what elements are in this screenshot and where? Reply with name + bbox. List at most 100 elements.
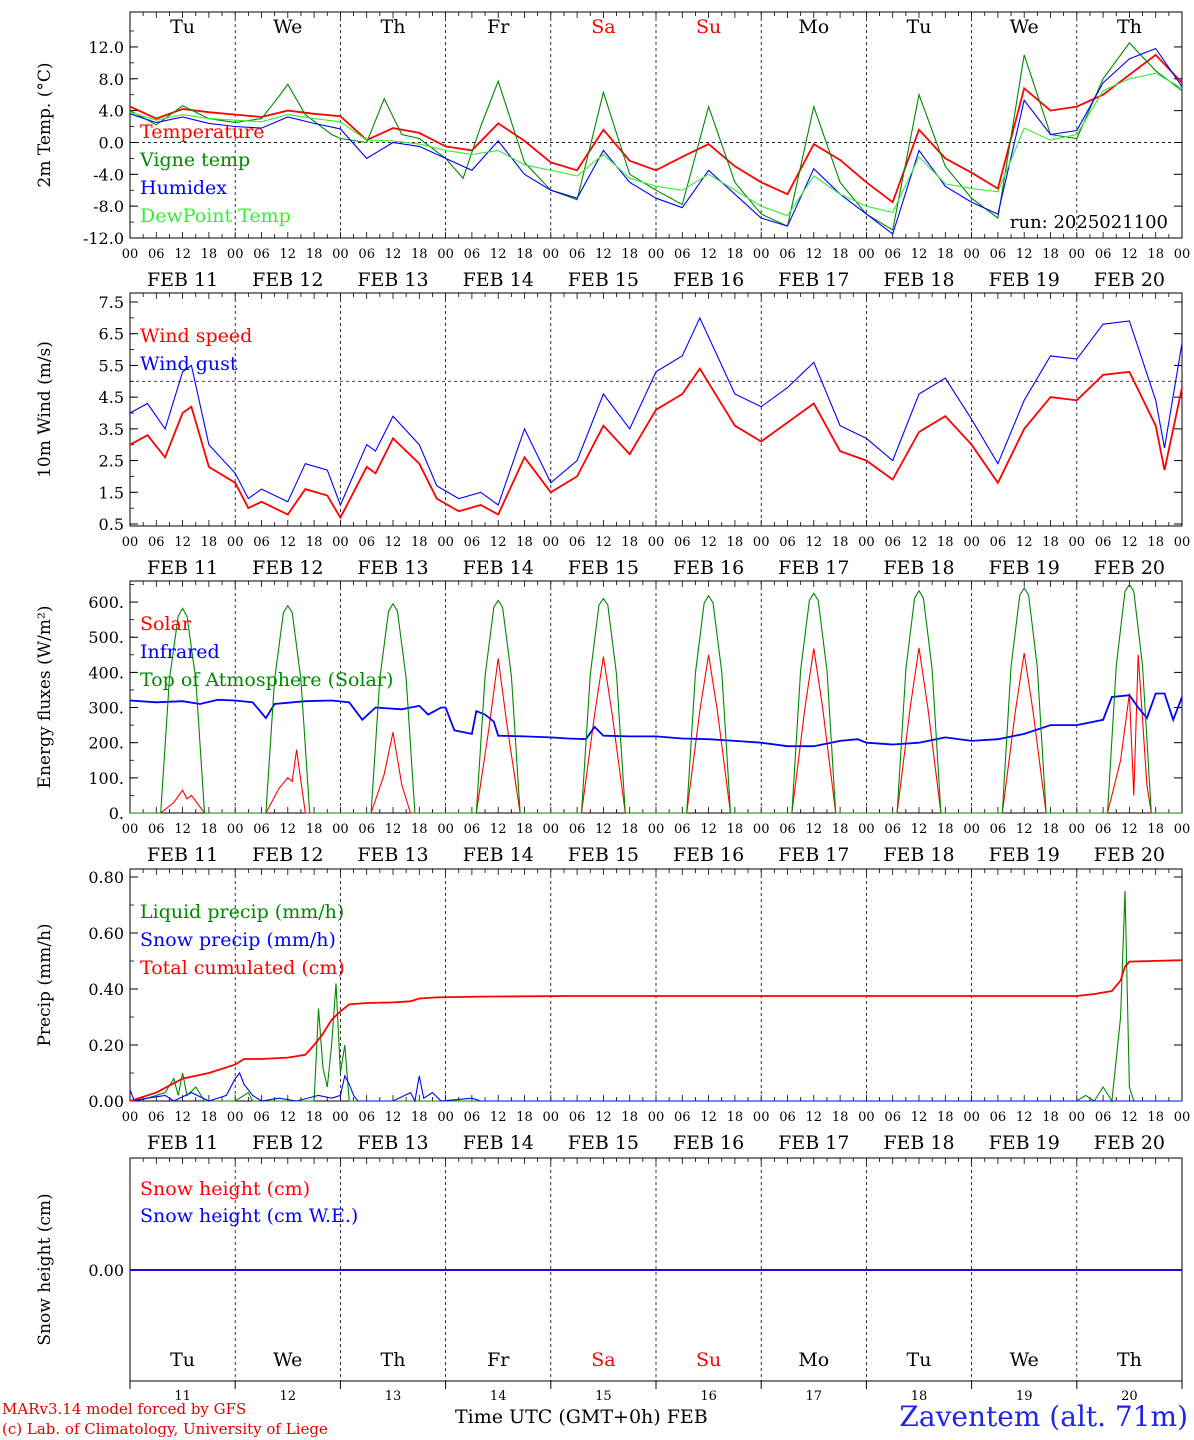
date-label: FEB 17 xyxy=(778,269,849,291)
day-number-label: 18 xyxy=(911,1389,928,1404)
hour-tick-label: 06 xyxy=(884,1110,901,1125)
hour-tick-label: 12 xyxy=(1016,1110,1033,1125)
hour-tick-label: 00 xyxy=(543,247,560,262)
hour-tick-label: 00 xyxy=(753,822,770,837)
series-line-wind-gust xyxy=(129,316,1183,507)
legend-label: Solar xyxy=(140,613,192,635)
hour-tick-label: 00 xyxy=(332,822,349,837)
date-label: FEB 13 xyxy=(357,844,428,866)
y-tick-label: 200. xyxy=(88,734,124,753)
hour-tick-label: 06 xyxy=(464,247,481,262)
legend-label: Snow height (cm) xyxy=(140,1178,310,1200)
hour-tick-label: 00 xyxy=(1174,535,1191,550)
hour-tick-label: 12 xyxy=(385,535,402,550)
hour-tick-label: 00 xyxy=(122,535,139,550)
hour-tick-label: 18 xyxy=(937,247,954,262)
hour-tick-label: 06 xyxy=(253,1110,270,1125)
day-of-week-label: Fr xyxy=(487,1349,510,1371)
hour-tick-label: 00 xyxy=(227,1110,244,1125)
y-tick-label: 0.00 xyxy=(88,1261,124,1280)
month-label: FEB xyxy=(666,1406,708,1428)
hour-tick-label: 18 xyxy=(516,822,533,837)
date-label: FEB 20 xyxy=(1094,557,1165,579)
date-label: FEB 16 xyxy=(673,269,744,291)
hour-tick-label: 06 xyxy=(990,822,1007,837)
hour-tick-label: 06 xyxy=(569,535,586,550)
series-line-infrared xyxy=(129,692,1183,748)
hour-tick-label: 12 xyxy=(280,535,297,550)
hour-tick-label: 06 xyxy=(779,1110,796,1125)
hour-tick-label: 12 xyxy=(911,535,928,550)
date-label: FEB 19 xyxy=(989,557,1060,579)
y-tick-label: 8.0 xyxy=(99,70,124,89)
hour-tick-label: 06 xyxy=(253,247,270,262)
hour-tick-label: 00 xyxy=(122,247,139,262)
hour-tick-label: 18 xyxy=(937,822,954,837)
hour-tick-label: 00 xyxy=(1069,822,1086,837)
hour-tick-label: 18 xyxy=(411,247,428,262)
run-label: run: 2025021100 xyxy=(1010,212,1168,233)
hour-tick-label: 00 xyxy=(648,822,665,837)
day-of-week-label: Th xyxy=(381,1349,406,1371)
day-number-label: 13 xyxy=(385,1389,402,1404)
date-label: FEB 12 xyxy=(252,844,323,866)
hour-tick-label: 00 xyxy=(227,247,244,262)
hour-tick-label: 12 xyxy=(385,1110,402,1125)
day-of-week-label: Su xyxy=(696,16,721,38)
hour-tick-label: 00 xyxy=(648,535,665,550)
series-line-temperature xyxy=(129,53,1183,204)
hour-tick-label: 12 xyxy=(806,535,823,550)
date-label: FEB 13 xyxy=(357,1132,428,1154)
legend-label: Snow precip (mm/h) xyxy=(140,929,336,951)
hour-tick-label: 12 xyxy=(595,535,612,550)
hour-tick-label: 00 xyxy=(437,1110,454,1125)
hour-tick-label: 18 xyxy=(411,822,428,837)
legend-label: Total cumulated (cm) xyxy=(140,957,345,979)
hour-tick-label: 18 xyxy=(1147,822,1164,837)
hour-tick-label: 06 xyxy=(1095,822,1112,837)
hour-tick-label: 00 xyxy=(963,535,980,550)
hour-tick-label: 18 xyxy=(937,1110,954,1125)
y-tick-label: 6.5 xyxy=(99,325,124,344)
day-of-week-label: Tu xyxy=(907,16,932,38)
hour-tick-label: 18 xyxy=(411,535,428,550)
hour-tick-label: 06 xyxy=(1095,247,1112,262)
day-of-week-label: We xyxy=(1010,1349,1039,1371)
hour-tick-label: 18 xyxy=(1147,535,1164,550)
hour-tick-label: 06 xyxy=(148,247,165,262)
credit-line-2: (c) Lab. of Climatology, University of L… xyxy=(2,1420,328,1438)
hour-tick-label: 18 xyxy=(727,822,744,837)
legend-label: Infrared xyxy=(140,641,220,663)
hour-tick-label: 06 xyxy=(779,822,796,837)
date-label: FEB 14 xyxy=(463,1132,534,1154)
hour-tick-label: 00 xyxy=(332,1110,349,1125)
hour-tick-label: 06 xyxy=(990,1110,1007,1125)
series-line-wind-speed xyxy=(129,366,1183,520)
hour-tick-label: 00 xyxy=(332,247,349,262)
hour-tick-label: 18 xyxy=(516,535,533,550)
hour-tick-label: 06 xyxy=(148,822,165,837)
legend-label: Temperature xyxy=(140,121,264,143)
hour-tick-label: 00 xyxy=(437,535,454,550)
hour-tick-label: 06 xyxy=(674,822,691,837)
date-label: FEB 18 xyxy=(883,1132,954,1154)
hour-tick-label: 12 xyxy=(280,822,297,837)
hour-tick-label: 18 xyxy=(306,535,323,550)
hour-tick-label: 12 xyxy=(280,1110,297,1125)
date-label: FEB 12 xyxy=(252,557,323,579)
date-label: FEB 17 xyxy=(778,557,849,579)
y-tick-label: 400. xyxy=(88,663,124,682)
hour-tick-label: 06 xyxy=(253,822,270,837)
date-label: FEB 11 xyxy=(147,557,218,579)
day-of-week-label: Sa xyxy=(591,16,615,38)
date-label: FEB 13 xyxy=(357,269,428,291)
date-label: FEB 18 xyxy=(883,269,954,291)
day-of-week-label: Sa xyxy=(591,1349,615,1371)
hour-tick-label: 00 xyxy=(648,1110,665,1125)
legend-label: Wind gust xyxy=(140,353,238,375)
hour-tick-label: 00 xyxy=(1069,1110,1086,1125)
hour-tick-label: 18 xyxy=(411,1110,428,1125)
hour-tick-label: 12 xyxy=(911,822,928,837)
hour-tick-label: 06 xyxy=(990,535,1007,550)
